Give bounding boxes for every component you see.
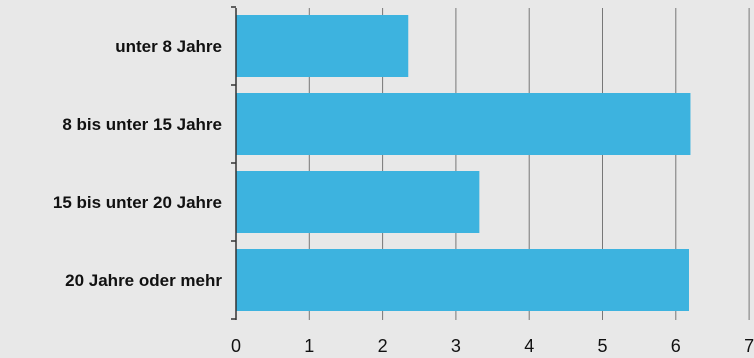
category-label: 15 bis unter 20 Jahre [53, 193, 222, 212]
x-tick-label: 2 [378, 336, 388, 356]
x-tick-label: 1 [304, 336, 314, 356]
x-tick-label: 7 [744, 336, 754, 356]
x-tick-label: 4 [524, 336, 534, 356]
x-tick-label: 6 [671, 336, 681, 356]
x-tick-label: 3 [451, 336, 461, 356]
x-tick-labels: 0 1 2 3 4 5 6 7 [231, 336, 754, 356]
category-labels: unter 8 Jahre 8 bis unter 15 Jahre 15 bis … [53, 37, 223, 290]
category-label: 20 Jahre oder mehr [65, 271, 222, 290]
bar [236, 15, 409, 77]
bar [236, 93, 691, 155]
bar [236, 171, 480, 233]
category-label: 8 bis unter 15 Jahre [62, 115, 222, 134]
category-label: unter 8 Jahre [115, 37, 222, 56]
bars [236, 15, 691, 311]
y-axis [231, 6, 237, 320]
bar [236, 249, 689, 311]
x-tick-label: 0 [231, 336, 241, 356]
x-tick-label: 5 [597, 336, 607, 356]
